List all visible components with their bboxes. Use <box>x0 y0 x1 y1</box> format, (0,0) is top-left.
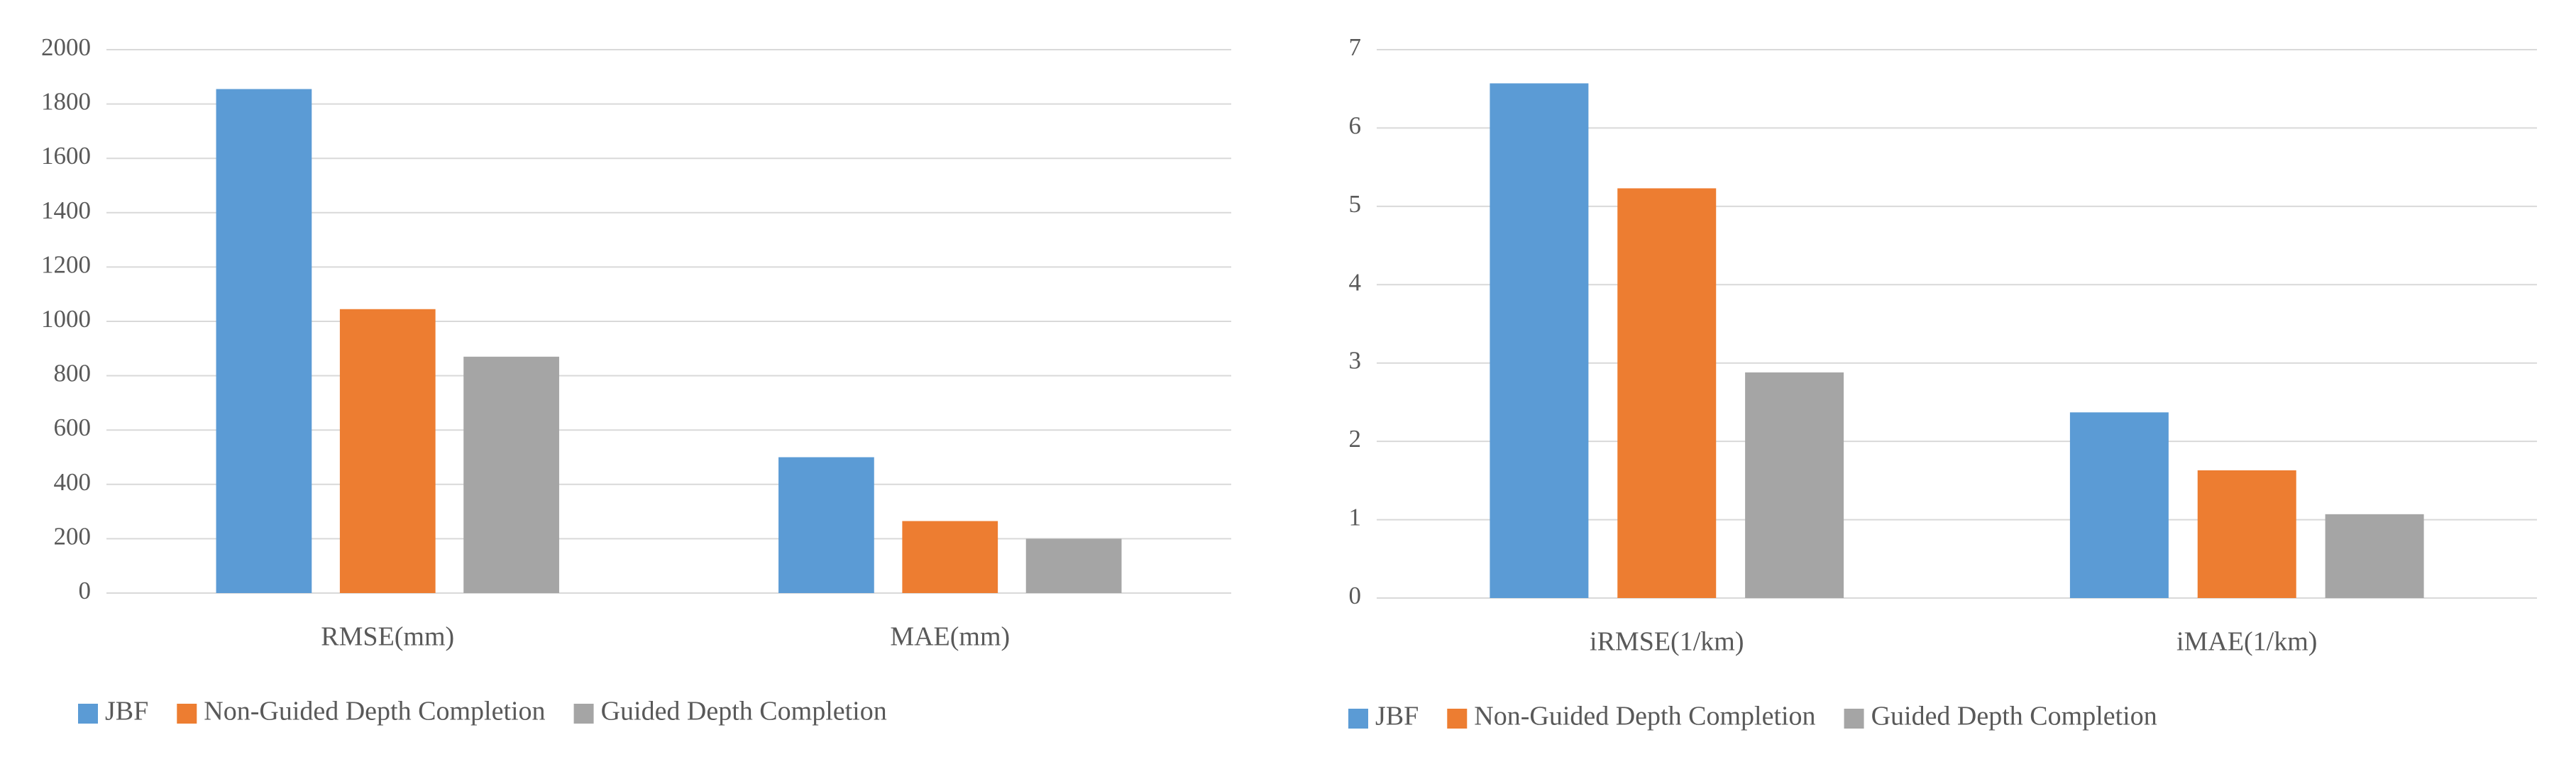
y-tick-label: 7 <box>1349 33 1362 61</box>
legend-swatch <box>177 704 197 724</box>
y-tick-label: 1 <box>1349 504 1362 531</box>
y-tick-label: 600 <box>54 414 92 441</box>
bar <box>1025 538 1122 593</box>
legend-label: Guided Depth Completion <box>1871 702 2157 731</box>
x-tick-label: RMSE(mm) <box>321 622 454 652</box>
bar <box>2197 470 2296 598</box>
y-tick-label: 400 <box>54 468 92 496</box>
y-tick-label: 3 <box>1349 347 1362 375</box>
y-tick-label: 1400 <box>41 197 91 224</box>
y-tick-label: 2 <box>1349 425 1362 453</box>
y-tick-label: 4 <box>1349 268 1362 296</box>
bar <box>2069 412 2169 598</box>
y-tick-label: 1600 <box>41 142 91 170</box>
y-tick-label: 200 <box>54 522 92 550</box>
bar <box>339 309 436 593</box>
legend-label: Guided Depth Completion <box>601 697 887 726</box>
legend-label: Non-Guided Depth Completion <box>1474 702 1815 731</box>
bar <box>463 356 559 593</box>
bar <box>778 457 874 593</box>
y-tick-label: 0 <box>79 577 92 604</box>
legend-swatch <box>573 704 594 724</box>
bar <box>902 521 998 593</box>
legend-swatch <box>78 704 98 724</box>
bar <box>1617 188 1717 598</box>
x-tick-label: iMAE(1/km) <box>2176 627 2317 657</box>
y-tick-label: 0 <box>1349 582 1362 609</box>
legend-swatch <box>1447 709 1468 729</box>
bar <box>1490 83 1589 599</box>
y-tick-label: 800 <box>54 360 92 387</box>
y-tick-label: 6 <box>1349 111 1362 139</box>
legend-label: Non-Guided Depth Completion <box>204 697 545 726</box>
bar <box>216 89 312 593</box>
x-tick-label: iRMSE(1/km) <box>1590 627 1744 657</box>
bar <box>1745 372 1844 598</box>
legend-swatch <box>1348 709 1368 729</box>
y-tick-label: 1000 <box>41 305 91 333</box>
x-tick-label: MAE(mm) <box>890 622 1010 652</box>
legend-swatch <box>1844 709 1864 729</box>
y-tick-label: 5 <box>1349 190 1362 218</box>
bar <box>2325 514 2424 598</box>
y-tick-label: 2000 <box>41 33 91 61</box>
legend-label: JBF <box>1375 702 1419 731</box>
y-tick-label: 1800 <box>41 88 91 116</box>
y-tick-label: 1200 <box>41 250 91 278</box>
legend-label: JBF <box>105 697 148 726</box>
